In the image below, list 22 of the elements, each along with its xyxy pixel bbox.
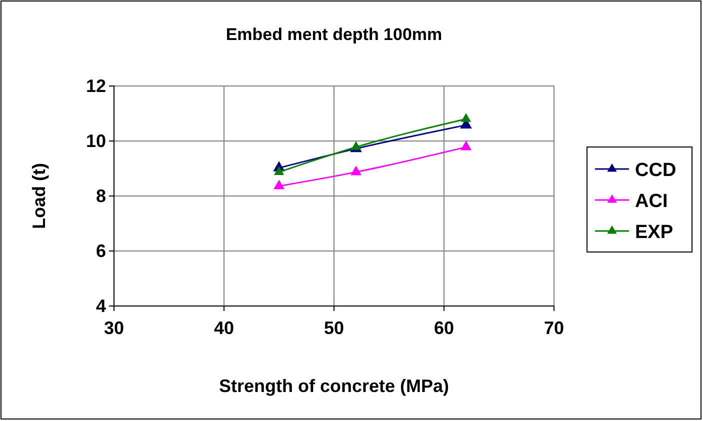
x-tick-label: 70 xyxy=(544,318,564,338)
x-tick-label: 60 xyxy=(434,318,454,338)
x-tick-label: 50 xyxy=(324,318,344,338)
y-tick-label: 6 xyxy=(96,240,106,261)
chart-title: Embed ment depth 100mm xyxy=(226,25,442,44)
x-tick-label: 40 xyxy=(214,318,234,338)
y-tick-label: 12 xyxy=(86,76,106,96)
legend-label: EXP xyxy=(635,222,674,243)
point xyxy=(460,113,472,122)
y-tick-label: 8 xyxy=(96,186,106,206)
x-axis-title: Strength of concrete (MPa) xyxy=(218,376,450,396)
legend-label: CCD xyxy=(635,160,676,181)
point xyxy=(274,166,284,175)
y-axis-title: Load (t) xyxy=(29,163,49,229)
point xyxy=(350,141,362,150)
x-tick-label: 30 xyxy=(104,318,124,338)
point xyxy=(274,180,284,190)
legend-label: ACI xyxy=(635,191,668,212)
y-tick-label: 4 xyxy=(96,296,106,316)
y-tick-label: 10 xyxy=(86,130,106,151)
point xyxy=(350,166,362,176)
point xyxy=(460,140,472,150)
